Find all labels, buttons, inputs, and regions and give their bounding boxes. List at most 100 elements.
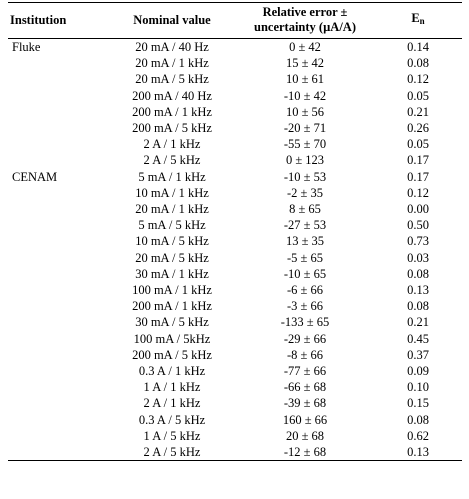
cell-en: 0.05 [407, 137, 429, 152]
cell-nominal-value: 100 mA / 1 kHz [132, 283, 212, 298]
cell-institution: CENAM [12, 169, 58, 184]
table-row: Fluke 20 mA / 40 Hz 0 ± 42 0.14 [8, 39, 462, 56]
table-row: 200 mA / 1 kHz -3 ± 66 0.08 [8, 298, 462, 314]
cell-institution [8, 250, 108, 266]
cell-institution [8, 217, 108, 233]
cell-nominal-value: 1 A / 5 kHz [143, 428, 201, 443]
table-row: 20 mA / 5 kHz -5 ± 65 0.03 [8, 250, 462, 266]
table-row: 2 A / 5 kHz 0 ± 123 0.17 [8, 152, 462, 168]
cell-en: 0.37 [407, 347, 429, 362]
cell-relative-error: 160 ± 66 [282, 412, 328, 427]
cell-en: 0.12 [407, 72, 429, 87]
table-row: 2 A / 1 kHz -55 ± 70 0.05 [8, 136, 462, 152]
cell-nominal-value: 30 mA / 5 kHz [135, 315, 209, 330]
cell-en: 0.26 [407, 121, 429, 136]
cell-en: 0.45 [407, 331, 429, 346]
cell-en: 0.08 [407, 299, 429, 314]
cell-institution [8, 104, 108, 120]
table-row: 20 mA / 1 kHz 15 ± 42 0.08 [8, 55, 462, 71]
cell-nominal-value: 1 A / 1 kHz [143, 380, 201, 395]
table-body: Fluke 20 mA / 40 Hz 0 ± 42 0.14 20 mA / 1 kH… [8, 39, 462, 462]
header-nominal-value: Nominal value [108, 2, 236, 39]
cell-nominal-value: 20 mA / 1 kHz [135, 56, 209, 71]
cell-nominal-value: 200 mA / 5 kHz [132, 347, 212, 362]
cell-relative-error: -20 ± 71 [283, 121, 327, 136]
cell-nominal-value: 200 mA / 5 kHz [132, 121, 212, 136]
header-en-main: E [411, 11, 420, 25]
table-row: 30 mA / 1 kHz -10 ± 65 0.08 [8, 266, 462, 282]
table-header-row: Institution Nominal value Relative error… [8, 2, 462, 39]
table-row: 100 mA / 5kHz -29 ± 66 0.45 [8, 331, 462, 347]
cell-institution [8, 152, 108, 168]
cell-relative-error: -77 ± 66 [283, 364, 327, 379]
cell-nominal-value: 20 mA / 1 kHz [135, 202, 209, 217]
comparison-table: Institution Nominal value Relative error… [8, 2, 462, 462]
cell-relative-error: 15 ± 42 [285, 56, 325, 71]
cell-nominal-value: 200 mA / 40 Hz [132, 88, 212, 103]
cell-en: 0.73 [407, 234, 429, 249]
table-row: 0.3 A / 1 kHz -77 ± 66 0.09 [8, 363, 462, 379]
cell-institution [8, 298, 108, 314]
cell-relative-error: -2 ± 35 [286, 185, 324, 200]
cell-institution [8, 331, 108, 347]
cell-relative-error: -29 ± 66 [283, 331, 327, 346]
table-row: CENAM 5 mA / 1 kHz -10 ± 53 0.17 [8, 169, 462, 185]
table-row: 100 mA / 1 kHz -6 ± 66 0.13 [8, 282, 462, 298]
cell-nominal-value: 2 A / 5 kHz [108, 444, 236, 462]
cell-nominal-value: 100 mA / 5kHz [133, 331, 211, 346]
header-en-sub: n [419, 16, 425, 26]
cell-en: 0.10 [407, 380, 429, 395]
cell-nominal-value: 5 mA / 5 kHz [138, 218, 206, 233]
table-row: 1 A / 5 kHz 20 ± 68 0.62 [8, 428, 462, 444]
cell-relative-error: -10 ± 42 [283, 88, 327, 103]
cell-institution [8, 71, 108, 87]
table-row: 200 mA / 1 kHz 10 ± 56 0.21 [8, 104, 462, 120]
cell-institution [8, 136, 108, 152]
cell-en: 0.08 [407, 412, 429, 427]
header-relative-error-line2: uncertainty (µA/A) [254, 20, 356, 34]
table-row: 2 A / 5 kHz -12 ± 68 0.13 [8, 444, 462, 462]
cell-relative-error: 20 ± 68 [285, 428, 325, 443]
cell-en: 0.21 [407, 315, 429, 330]
cell-en: 0.08 [407, 266, 429, 281]
cell-relative-error: -55 ± 70 [283, 137, 327, 152]
cell-institution [8, 201, 108, 217]
cell-institution [8, 314, 108, 330]
cell-institution [8, 282, 108, 298]
cell-en: 0.13 [374, 444, 462, 462]
cell-relative-error: -5 ± 65 [286, 250, 324, 265]
cell-en: 0.21 [407, 104, 429, 119]
cell-institution [8, 266, 108, 282]
cell-institution [8, 444, 108, 462]
cell-nominal-value: 200 mA / 1 kHz [132, 299, 212, 314]
cell-institution [8, 428, 108, 444]
header-relative-error-line1: Relative error ± [262, 5, 348, 19]
cell-institution [8, 185, 108, 201]
cell-en: 0.05 [407, 88, 429, 103]
cell-en: 0.15 [407, 396, 429, 411]
table-row: 5 mA / 5 kHz -27 ± 53 0.50 [8, 217, 462, 233]
cell-nominal-value: 10 mA / 5 kHz [135, 234, 209, 249]
header-en: En [374, 2, 462, 39]
cell-relative-error: -12 ± 68 [236, 444, 374, 462]
cell-relative-error: 10 ± 61 [285, 72, 325, 87]
cell-relative-error: -66 ± 68 [283, 380, 327, 395]
cell-institution [8, 347, 108, 363]
cell-institution [8, 395, 108, 411]
cell-en: 0.14 [407, 40, 429, 54]
cell-relative-error: -10 ± 53 [283, 169, 327, 184]
cell-nominal-value: 20 mA / 5 kHz [135, 250, 209, 265]
table-row: 0.3 A / 5 kHz 160 ± 66 0.08 [8, 412, 462, 428]
table-row: 20 mA / 1 kHz 8 ± 65 0.00 [8, 201, 462, 217]
cell-institution [8, 88, 108, 104]
comparison-table-container: Institution Nominal value Relative error… [8, 2, 462, 462]
table-row: 2 A / 1 kHz -39 ± 68 0.15 [8, 395, 462, 411]
cell-relative-error: -39 ± 68 [283, 396, 327, 411]
header-relative-error: Relative error ± uncertainty (µA/A) [236, 2, 374, 39]
cell-nominal-value: 20 mA / 5 kHz [135, 72, 209, 87]
cell-en: 0.09 [407, 364, 429, 379]
cell-nominal-value: 0.3 A / 1 kHz [138, 364, 206, 379]
cell-en: 0.50 [407, 218, 429, 233]
header-institution: Institution [8, 2, 108, 39]
